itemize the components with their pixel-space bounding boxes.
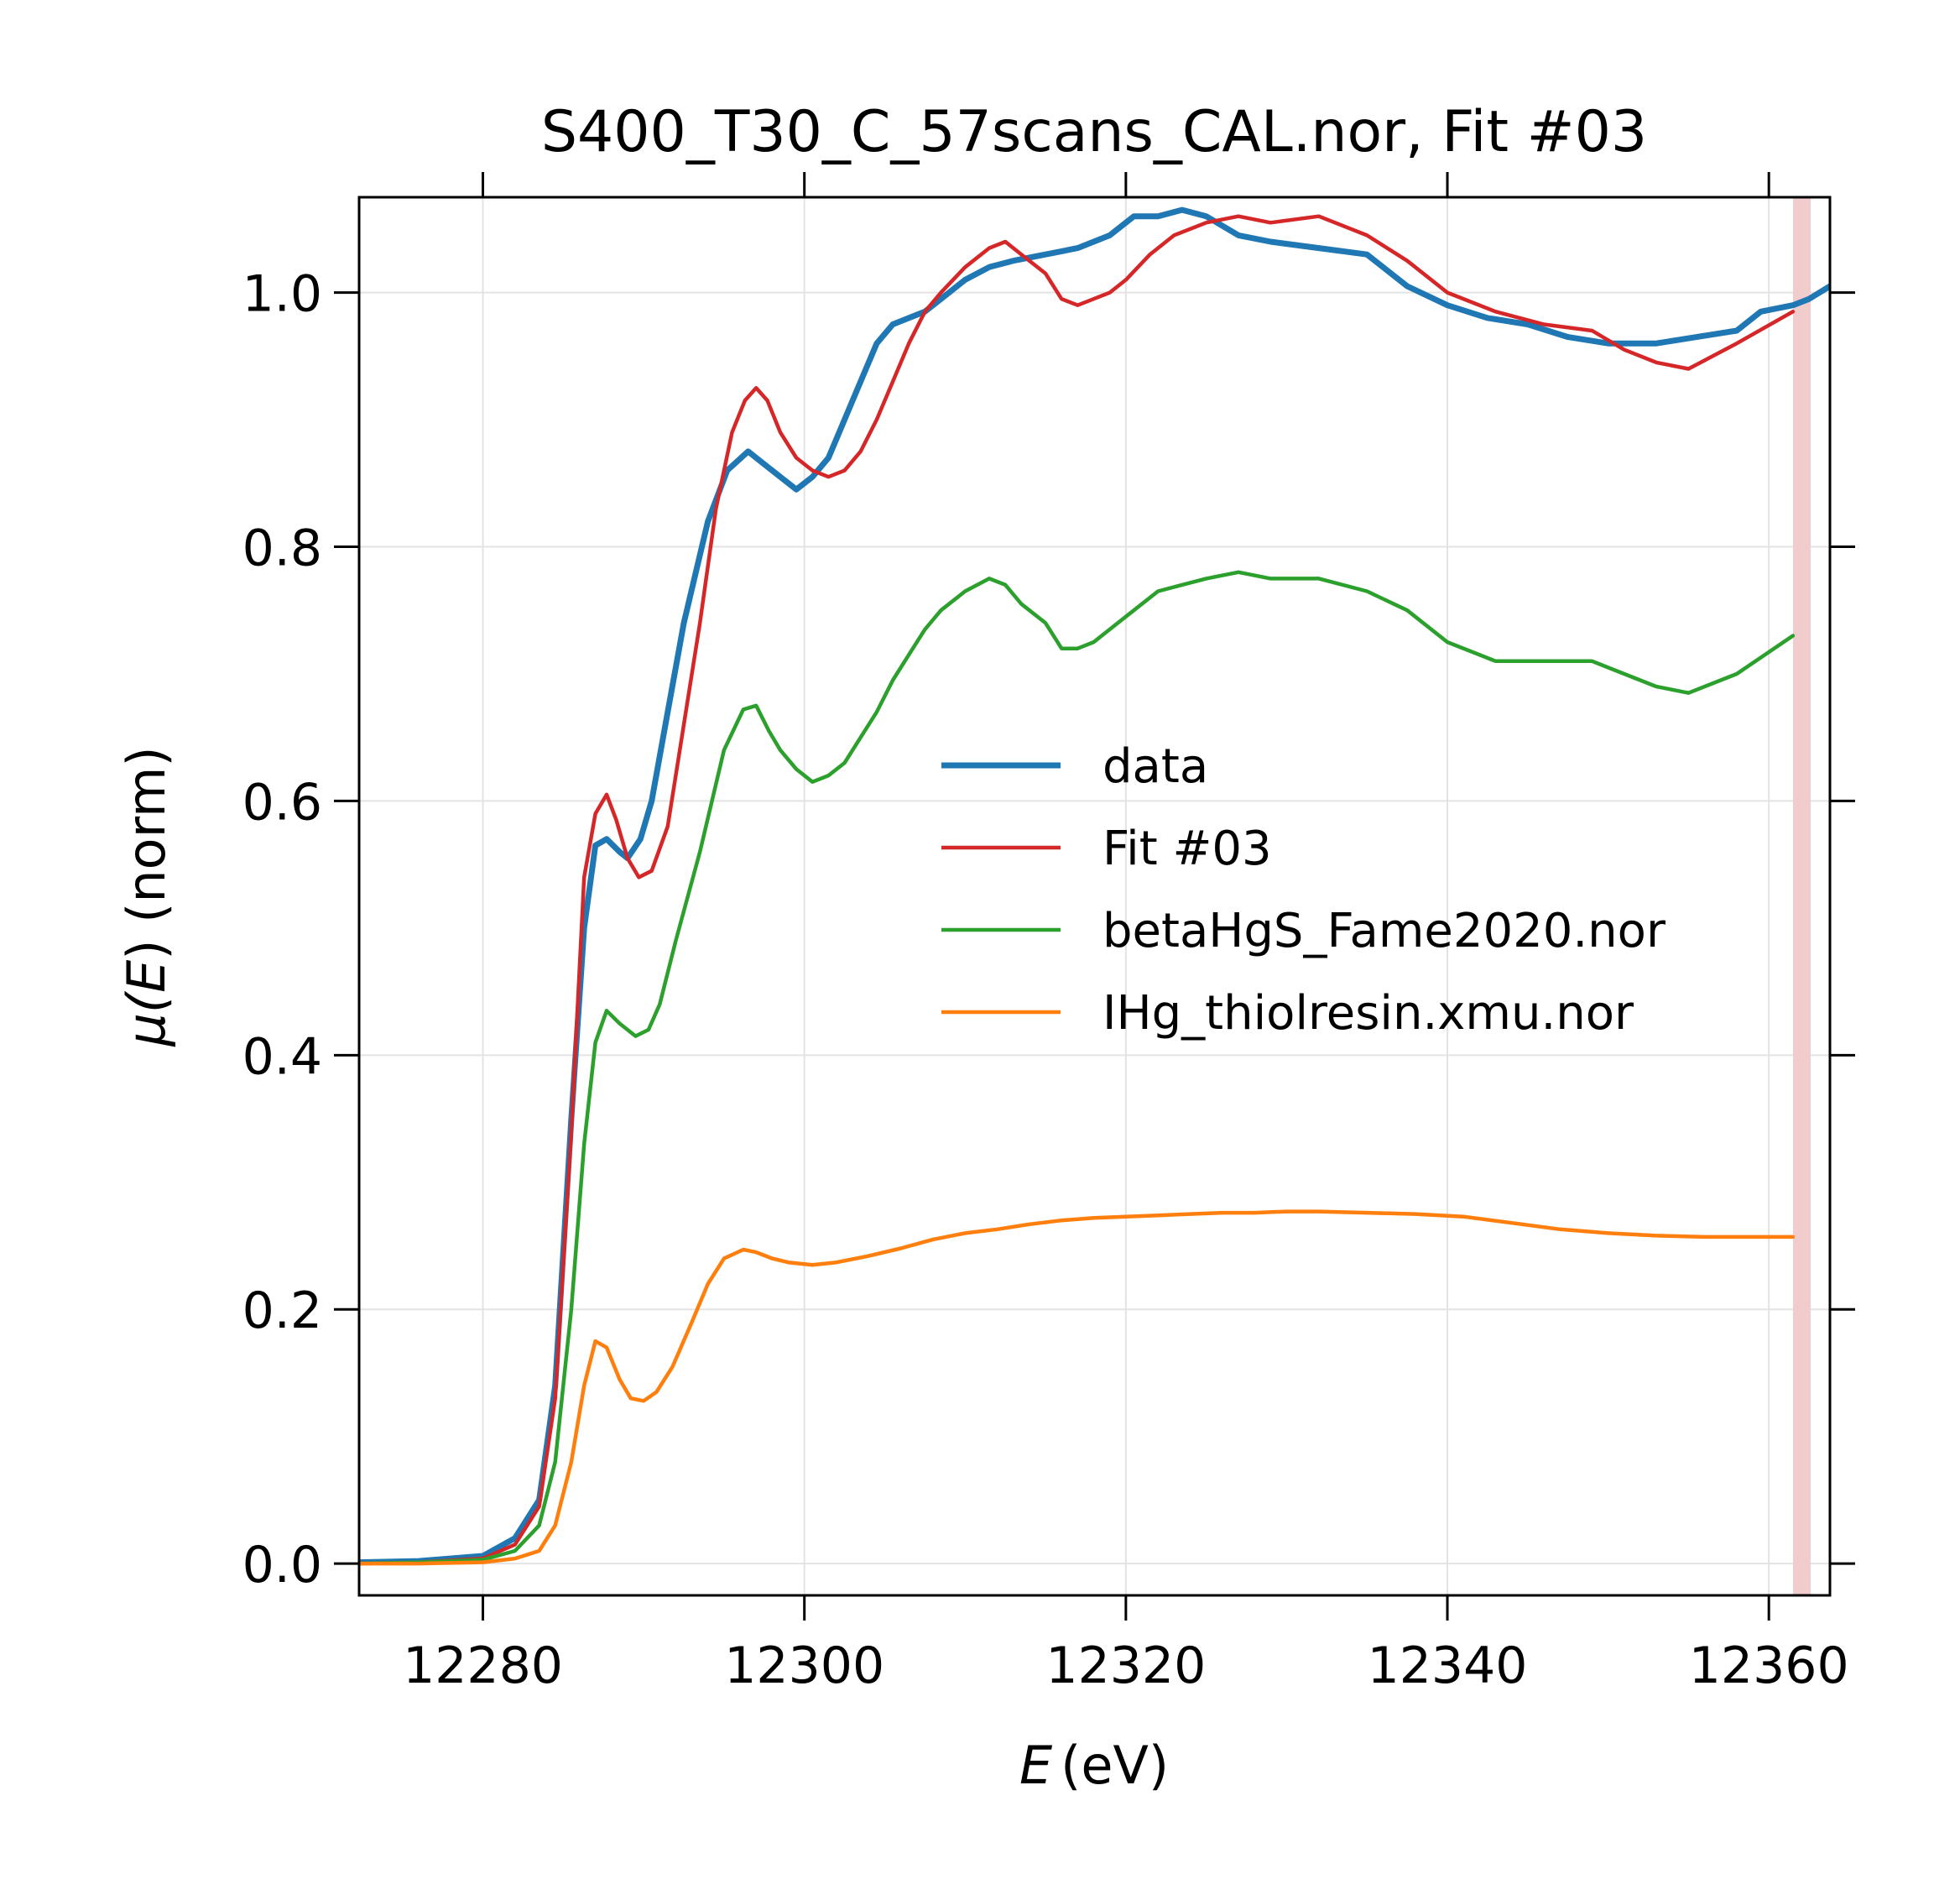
x-tick-label: 12320 <box>1045 1636 1206 1695</box>
x-tick-label: 12360 <box>1689 1636 1849 1695</box>
x-axis-label-unit: (eV) <box>1061 1735 1169 1796</box>
x-tick-label: 12300 <box>724 1636 884 1695</box>
tick-layer: 12280 12300 12320 12340 12360 0.0 0.2 0.4 0.6 0.8… <box>242 172 1855 1695</box>
legend-label: data <box>1102 739 1208 794</box>
chart-title: S400_T30_C_57scans_CAL.nor, Fit #03 <box>541 99 1647 165</box>
y-axis-label-variable: E <box>116 959 177 993</box>
y-tick-label: 0.6 <box>242 773 322 832</box>
legend-label: IHg_thiolresin.xmu.nor <box>1102 986 1634 1041</box>
y-tick-label: 0.8 <box>242 519 322 578</box>
x-axis-label-variable: E <box>1019 1735 1053 1796</box>
y-axis-label-rest: ) (norm) <box>116 746 177 959</box>
series-line-fit-03 <box>359 214 1796 1566</box>
y-tick-label: 0.0 <box>242 1536 322 1595</box>
y-tick-label: 0.2 <box>242 1281 322 1340</box>
x-tick-label: 12280 <box>403 1636 563 1695</box>
y-tick-label: 1.0 <box>242 265 322 324</box>
highlight-band-layer <box>1792 197 1811 1595</box>
y-axis-label-symbol: μ( <box>116 990 177 1047</box>
x-tick-label: 12340 <box>1368 1636 1528 1695</box>
series-line-ihg-thiolresin-xmu-nor <box>359 1209 1796 1566</box>
plot-frame <box>357 196 1832 1597</box>
series-layer <box>359 206 1830 1566</box>
legend: data Fit #03 betaHgS_Fame2020.nor IHg_thiol… <box>941 739 1666 1041</box>
y-tick-label: 0.4 <box>242 1027 322 1086</box>
x-axis-label: E (eV) <box>1019 1735 1169 1796</box>
legend-label: betaHgS_Fame2020.nor <box>1102 904 1666 958</box>
y-axis-label: μ(E) (norm) <box>116 746 177 1047</box>
series-line-data <box>359 206 1830 1566</box>
series-line-betahgs-fame2020-nor <box>359 570 1796 1566</box>
legend-label: Fit #03 <box>1102 822 1272 876</box>
highlight-band <box>1792 197 1811 1595</box>
